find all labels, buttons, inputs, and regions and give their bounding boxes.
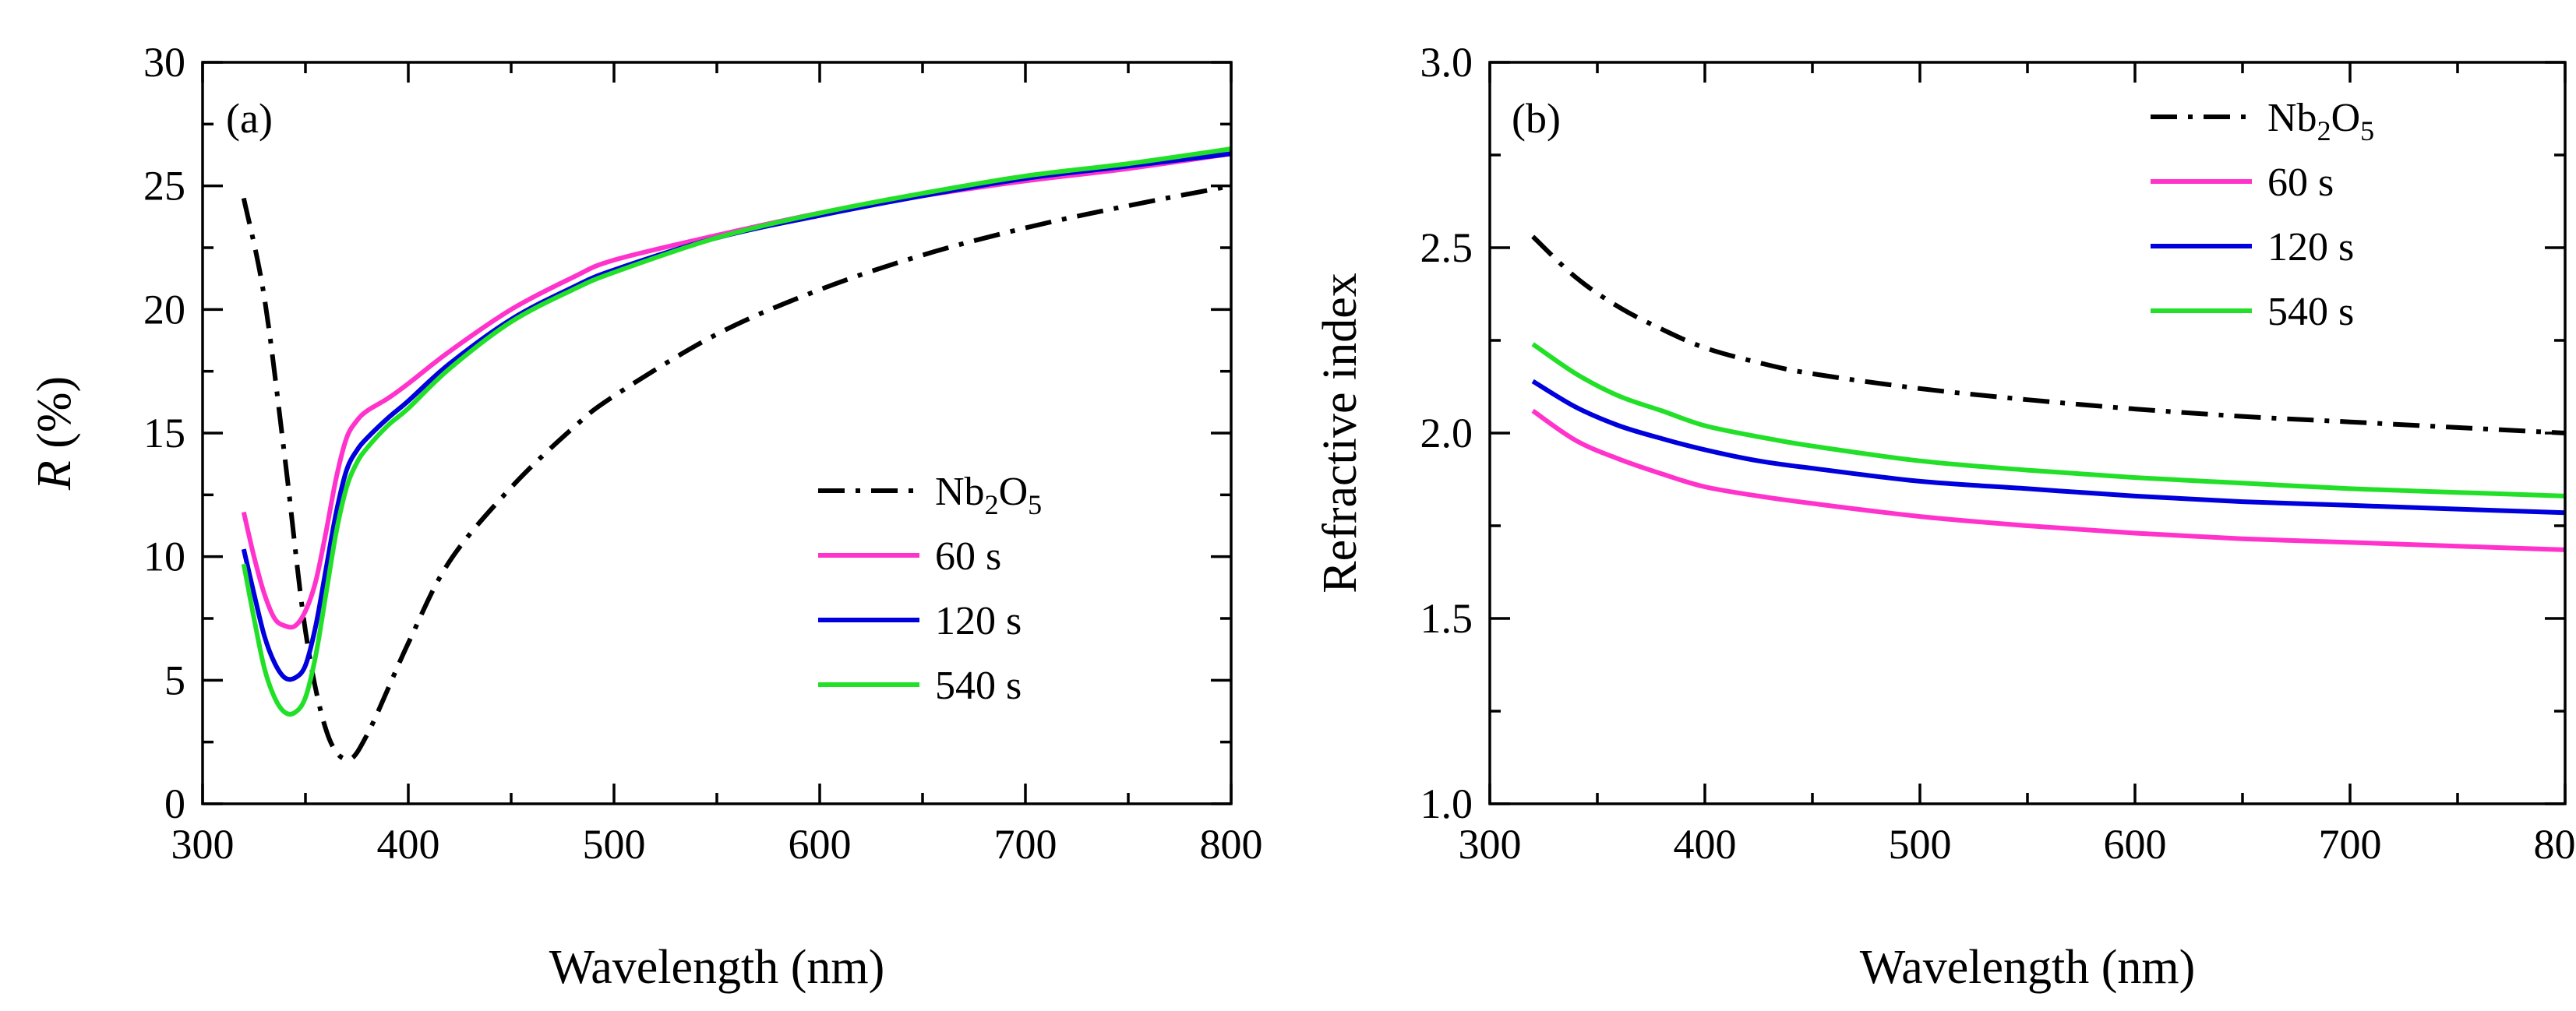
panel-b-x-tick-label: 500 xyxy=(1889,821,1952,868)
panel-a-legend-label: Nb2O5 xyxy=(935,470,1042,520)
panel-b-x-tick-label: 600 xyxy=(2104,821,2167,868)
panel-a-y-axis-title-italic: R xyxy=(28,460,81,491)
panel-a-series-120-s xyxy=(241,151,1232,682)
panel-a-legend-label: 540 s xyxy=(935,664,1022,708)
panel-a-x-axis-title: Wavelength (nm) xyxy=(549,941,885,994)
panel-b-series-nb2o5 xyxy=(1531,234,2566,435)
panel-a-y-axis-title-unit: (%) xyxy=(28,376,81,460)
panel-b-legend-label: 120 s xyxy=(2267,225,2354,269)
panel-a-legend: Nb2O5 60 s 120 s 540 s xyxy=(818,470,1042,708)
panel-b-y-tick-label: 3.0 xyxy=(1420,39,1473,86)
panel-a-legend-label: 120 s xyxy=(935,599,1022,643)
panel-b-label: (b) xyxy=(1512,95,1561,142)
panel-a-series-540-s xyxy=(241,146,1232,717)
panel-a-y-tick-label: 10 xyxy=(143,534,185,580)
panel-a-x-tick-label: 500 xyxy=(583,821,646,868)
panel-b-x-tick-label: 300 xyxy=(1459,821,1522,868)
panel-b-series xyxy=(1531,234,2566,552)
panel-b-y-tick-label: 1.0 xyxy=(1420,780,1473,827)
panel-a-x-tick-label: 700 xyxy=(994,821,1057,868)
panel-a-legend-label: 60 s xyxy=(935,534,1001,579)
panel-a-y-tick-label: 25 xyxy=(143,163,185,210)
panel-a-x-tick-label: 300 xyxy=(171,821,235,868)
panel-b-frame xyxy=(1488,61,2567,805)
panel-a-legend-label-part: 5 xyxy=(1028,489,1042,520)
panel-a-y-tick-label: 15 xyxy=(143,410,185,456)
panel-a-y-axis-title: R (%) xyxy=(28,376,81,491)
panel-b-legend-label-part: 5 xyxy=(2360,115,2374,146)
panel-b-legend-label: 540 s xyxy=(2267,290,2354,334)
panel-b-legend-label-part: Nb xyxy=(2267,96,2317,140)
panel-a-y-tick-label: 20 xyxy=(143,286,185,333)
panel-a-y-tick-label: 0 xyxy=(164,780,185,827)
panel-b-ticks: 300 400 500 600 700 800 1.0 1.5 2.0 2.5 3.0 xyxy=(1420,39,2576,868)
panel-a-label: (a) xyxy=(226,95,273,142)
panel-b-y-tick-label: 1.5 xyxy=(1420,595,1473,642)
panel-b-y-axis-title: Refractive index xyxy=(1314,273,1367,593)
panel-b-x-tick-label: 700 xyxy=(2319,821,2382,868)
panel-b-y-tick-label: 2.0 xyxy=(1420,410,1473,456)
panel-a-legend-label-part: Nb xyxy=(935,470,985,514)
panel-b-series-60-s xyxy=(1531,408,2566,552)
panel-b-series-120-s xyxy=(1531,379,2566,516)
panel-a-x-tick-label: 800 xyxy=(1200,821,1263,868)
panel-b-refractive-index: 300 400 500 600 700 800 1.0 1.5 2.0 2.5 3.0 (b) Wa… xyxy=(1314,39,2576,994)
panel-b-legend-label-part: 2 xyxy=(2317,115,2331,146)
panel-a-y-tick-label: 30 xyxy=(143,39,185,86)
panel-b-legend-label-part: O xyxy=(2331,96,2361,140)
panel-a-series-nb2o5 xyxy=(241,183,1232,762)
panel-a-series xyxy=(241,146,1232,762)
panel-a-series-60-s xyxy=(241,151,1232,630)
panel-a-x-tick-label: 400 xyxy=(377,821,440,868)
panel-a-legend-label-part: O xyxy=(999,470,1029,514)
panel-b-legend-label: 60 s xyxy=(2267,160,2334,205)
panel-a-y-tick-label: 5 xyxy=(164,657,185,703)
panel-b-x-tick-label: 400 xyxy=(1674,821,1737,868)
panel-a-legend-label-part: 2 xyxy=(985,489,999,520)
panel-b-legend: Nb2O5 60 s 120 s 540 s xyxy=(2151,96,2374,334)
panel-b-series-540-s xyxy=(1531,342,2566,498)
panel-b-x-axis-title: Wavelength (nm) xyxy=(1860,941,2196,994)
panel-b-y-tick-label: 2.5 xyxy=(1420,224,1473,271)
panel-b-legend-label: Nb2O5 xyxy=(2267,96,2374,146)
panel-a-x-tick-label: 600 xyxy=(789,821,852,868)
panel-b-x-tick-label: 800 xyxy=(2534,821,2576,868)
panel-a-frame xyxy=(201,61,1233,805)
